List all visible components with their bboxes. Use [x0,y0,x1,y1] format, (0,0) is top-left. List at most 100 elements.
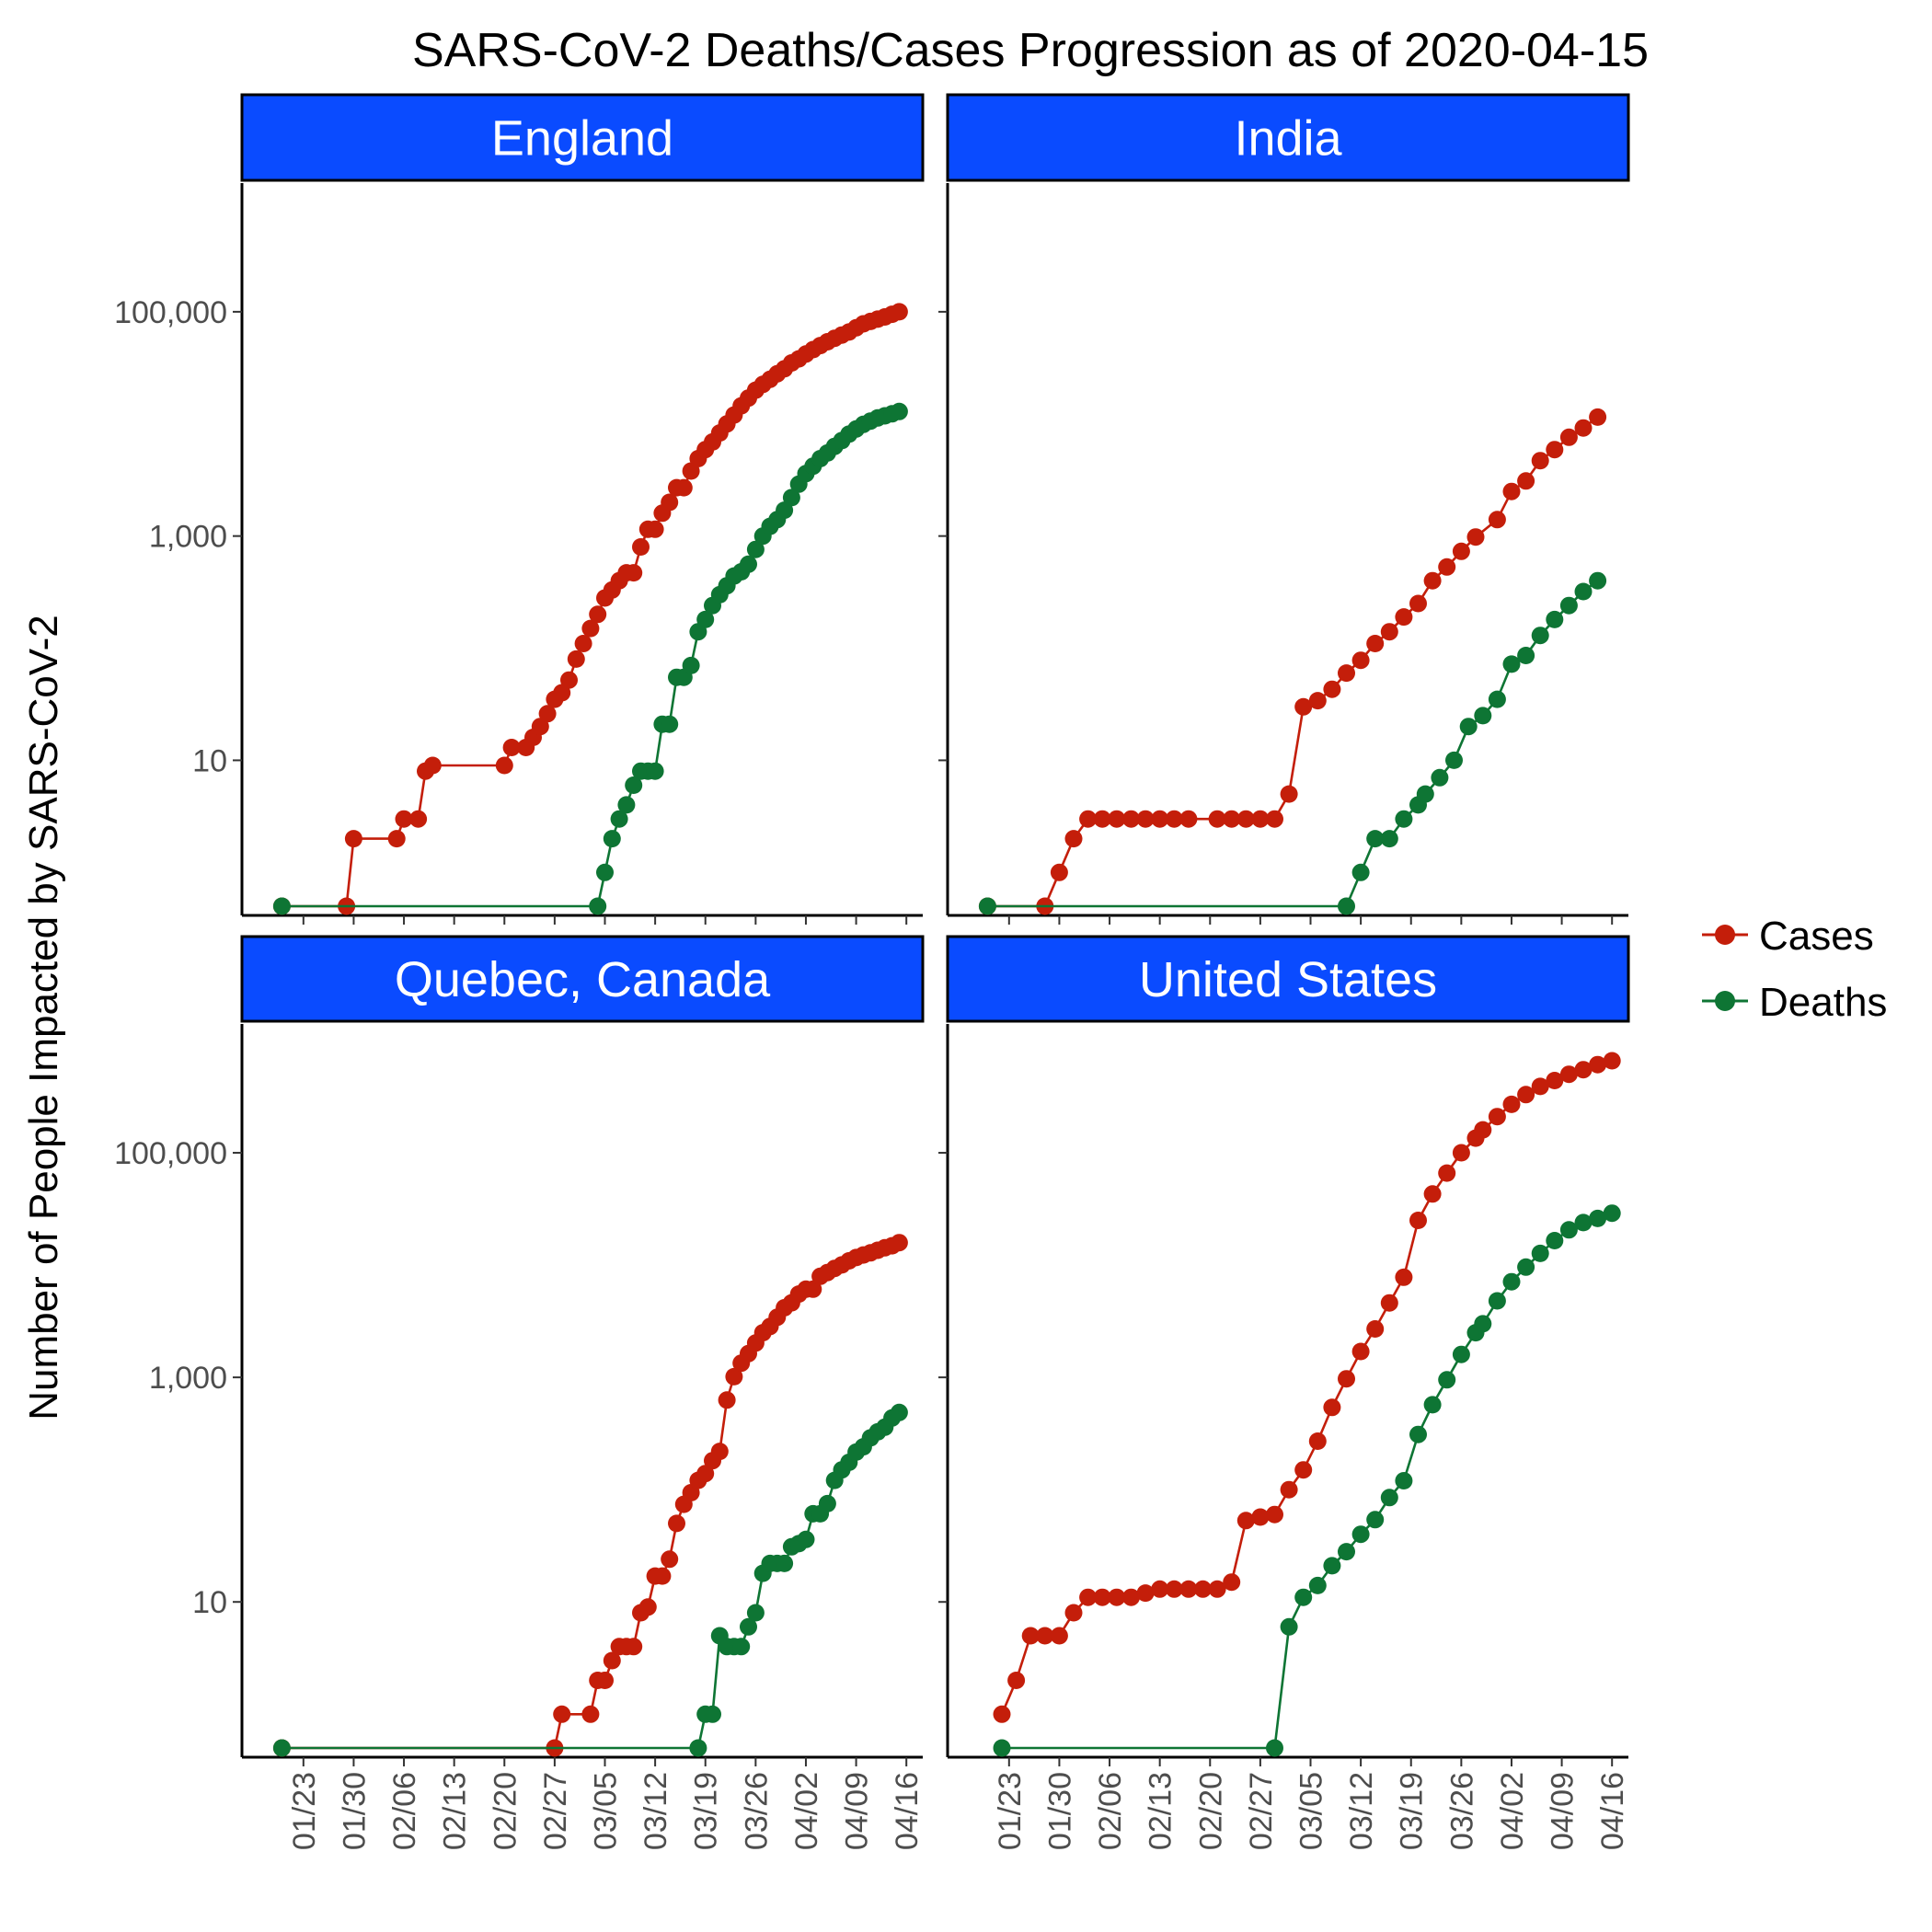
series-cases [272,303,908,915]
data-point [553,684,571,702]
data-point [1093,1588,1111,1606]
data-point [1603,1204,1621,1223]
data-point [1380,830,1398,848]
data-point [1589,408,1607,426]
data-point [696,610,715,628]
x-tick-label: 04/09 [840,1772,875,1850]
data-point [804,1280,822,1298]
data-point [1338,897,1355,915]
panel-england: England 10 1,000 100,000 [114,93,925,925]
data-point [1208,810,1226,828]
data-point [1502,655,1521,673]
data-point [1266,810,1283,828]
data-point [1323,1398,1341,1417]
chart-title: SARS-CoV-2 Deaths/Cases Progression as o… [412,24,1649,77]
series-line [987,580,1599,908]
data-point [1409,1212,1427,1229]
data-point [1531,627,1549,645]
data-point [653,1567,672,1585]
x-tick-label: 04/09 [1546,1772,1581,1850]
data-point [1294,1461,1313,1479]
data-point [1308,1432,1327,1450]
data-point [740,555,757,573]
data-point [581,1705,600,1723]
series-cases [993,1052,1621,1723]
data-point [682,656,700,674]
data-point [581,619,600,638]
data-point [1574,1213,1593,1232]
data-point [890,1403,908,1421]
data-point [1280,1617,1298,1636]
data-point [1366,1320,1385,1338]
data-point [1488,511,1506,529]
data-point [674,478,693,497]
x-tick-label: 03/19 [1395,1772,1430,1850]
facet-strip-label: India [1234,111,1342,167]
data-point [344,830,362,848]
facet-strip-label: United States [1139,952,1437,1007]
data-point [1574,582,1593,601]
data-point [1409,594,1427,613]
data-point [1079,810,1098,828]
data-point [409,810,428,828]
data-point [1351,863,1370,881]
data-point [1223,1573,1241,1592]
data-point [1559,428,1578,446]
data-point [1502,1095,1521,1113]
data-point [1064,830,1083,848]
data-point [1574,1061,1593,1079]
data-point [1338,1370,1355,1388]
data-point [797,1530,815,1548]
facet-strip [240,93,925,182]
data-point [1589,1055,1607,1074]
data-point [1308,1576,1327,1594]
panel-quebec-canada: Quebec, Canada 10 1,000 100,000 01/23 01/30 02… [114,935,925,1850]
data-point [617,796,636,814]
data-point [1122,810,1140,828]
x-tick-label: 03/26 [739,1772,774,1850]
data-point [589,897,607,915]
legend-key-point [1715,925,1735,945]
data-point [553,1705,571,1723]
data-point [1280,1480,1298,1499]
series-deaths [978,571,1607,915]
data-point [625,564,643,582]
data-point [1136,1584,1155,1603]
data-point [574,635,592,652]
data-point [1179,1580,1198,1598]
data-point [1366,830,1385,848]
x-tick-label: 03/05 [1294,1772,1329,1850]
data-point [993,1739,1011,1757]
data-point [1050,1627,1068,1645]
y-axis-label: Number of People Impacted by SARS-CoV-2 [21,615,66,1420]
x-tick-label: 02/06 [387,1772,422,1850]
facet-panels: England 10 1,000 100,000 India Quebec, Canada… [114,93,1630,1850]
legend-label: Deaths [1759,980,1887,1025]
x-tick-label: 03/19 [689,1772,724,1850]
data-point [890,1234,908,1252]
series-line [1002,1212,1613,1750]
data-point [1531,1077,1549,1096]
data-point [1151,810,1169,828]
data-point [1546,1072,1564,1089]
x-tick-label: 02/20 [1193,1772,1228,1850]
data-point [1366,635,1385,652]
data-point [740,1617,757,1636]
series-line [282,1241,900,1750]
data-point [1452,542,1470,560]
data-point [1517,1086,1535,1104]
data-point [603,1651,621,1670]
data-point [1416,785,1434,803]
data-point [1108,1588,1126,1606]
data-point [1266,1505,1283,1524]
data-point [1502,482,1521,500]
data-point [1280,785,1298,803]
data-point [1546,1232,1564,1249]
facet-strip [946,93,1630,182]
data-point [1136,810,1155,828]
data-point [776,1554,794,1572]
legend-key-point [1715,991,1735,1011]
data-point [625,1638,643,1656]
x-tick-label: 04/02 [789,1772,824,1850]
facet-strip [240,935,925,1023]
